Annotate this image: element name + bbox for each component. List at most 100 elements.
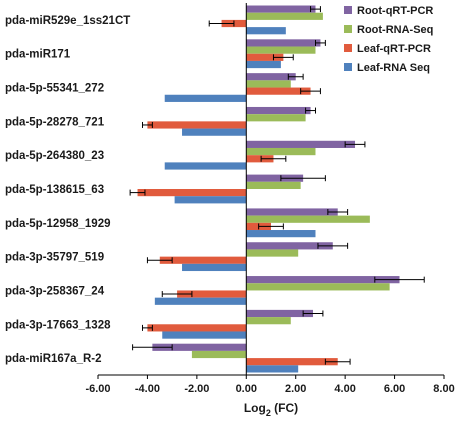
error-bar [141,324,153,331]
error-bar [317,242,349,249]
error-bar [129,189,146,196]
bar-root-qrt-pcr-10 [152,343,247,351]
bar-leaf-rna-seq-4 [164,162,247,170]
x-axis-title-suffix: (FC) [271,401,298,415]
bar-leaf-qrt-pcr-5 [137,189,247,197]
error-bar [146,257,173,264]
category-label: pda-miR529e_1ss21CT [5,15,130,27]
x-tick-label: -2.00 [184,383,209,395]
bar-leaf-rna-seq-3 [182,128,247,136]
bar-root-rna-seq-5 [246,181,301,189]
bar-leaf-qrt-pcr-10 [246,358,338,366]
x-axis-title: Log2 (FC) [244,401,298,418]
bar-leaf-rna-seq-10 [246,365,299,373]
bar-leaf-qrt-pcr-4 [246,155,274,163]
bar-leaf-qrt-pcr-7 [159,256,247,264]
bar-leaf-qrt-pcr-3 [147,121,247,129]
legend-background [338,2,456,82]
error-bar [344,141,366,148]
legend-entry-label: Leaf-RNA Seq [357,62,430,74]
bar-root-rna-seq-4 [246,147,316,156]
error-bar [305,107,316,114]
error-bars-layer [129,6,425,365]
category-label: pda-3p-17663_1328 [5,319,111,331]
error-bar [258,223,284,230]
error-bar [272,54,294,61]
error-bar [302,310,324,317]
x-tick-label: -6.00 [85,383,110,395]
bar-root-qrt-pcr-9 [246,309,314,318]
bar-root-rna-seq-3 [246,114,306,122]
bar-root-qrt-pcr-7 [246,242,333,250]
category-labels: pda-miR529e_1ss21CT pda-miR171 pda-5p-5534… [5,15,130,365]
error-bar [141,121,153,128]
bar-leaf-rna-seq-5 [174,196,247,204]
x-axis-title-main: Log [244,401,266,415]
legend-swatch [344,44,352,52]
bar-root-rna-seq-8 [246,283,390,291]
bar-leaf-rna-seq-8 [154,297,247,305]
bar-leaf-rna-seq-2 [164,94,247,102]
x-tick-labels: -6.00 -4.00 -2.00 0.00 2.00 4.00 6.00 8.00 [85,375,455,395]
category-label: pda-5p-12958_1929 [5,218,110,230]
error-bar [208,20,235,27]
bar-root-rna-seq-1 [246,46,316,54]
x-axis-title-subscript: 2 [266,408,271,418]
bar-root-qrt-pcr-2 [246,73,296,81]
bar-root-rna-seq-0 [246,12,323,20]
error-bar [260,155,287,162]
error-bar [132,344,173,351]
legend-swatch [344,63,352,71]
legend-entry-label: Root-RNA-Seq [357,24,433,36]
category-label: pda-miR171 [5,49,71,61]
bar-root-qrt-pcr-4 [246,140,356,148]
bar-leaf-rna-seq-1 [246,60,281,69]
bar-root-rna-seq-6 [246,215,370,223]
bar-root-qrt-pcr-8 [246,276,400,284]
bar-leaf-rna-seq-9 [162,331,247,339]
error-bar [310,6,321,13]
bar-leaf-qrt-pcr-1 [246,53,284,61]
error-bar [161,291,193,298]
bar-leaf-rna-seq-0 [246,27,286,35]
bar-leaf-rna-seq-7 [182,263,247,272]
error-bar [324,358,351,365]
bar-root-qrt-pcr-6 [246,208,338,216]
legend-entry-label: Root-qRT-PCR [357,5,433,17]
x-tick-label: 4.00 [334,383,355,395]
bar-root-qrt-pcr-5 [246,174,304,182]
bar-root-qrt-pcr-1 [246,39,321,47]
x-tick-label: 2.00 [285,383,306,395]
bar-leaf-qrt-pcr-9 [147,324,247,332]
bar-leaf-rna-seq-6 [246,230,316,238]
error-bar [327,209,349,216]
legend-entry-label: Leaf-qRT-PCR [357,43,431,55]
error-bar [374,276,425,283]
error-bar [287,73,304,80]
x-tick-label: 8.00 [433,383,454,395]
category-label: pda-5p-55341_272 [5,83,104,95]
bar-root-rna-seq-9 [246,317,291,325]
bar-root-qrt-pcr-0 [246,5,316,13]
category-label: pda-5p-138615_63 [5,184,104,196]
bar-leaf-qrt-pcr-2 [246,87,311,95]
category-label: pda-5p-28278_721 [5,116,105,128]
category-label: pda-3p-258367_24 [5,285,105,297]
error-bar [314,39,326,46]
x-tick-label: 0.00 [236,383,257,395]
legend-swatch [344,25,352,33]
bar-root-qrt-pcr-3 [246,106,311,115]
x-tick-label: -4.00 [135,383,160,395]
legend: Root-qRT-PCR Root-RNA-Seq Leaf-qRT-PCR Leaf… [338,2,456,82]
bars-layer [137,5,400,373]
bar-root-rna-seq-2 [246,80,291,88]
x-tick-label: 6.00 [384,383,405,395]
bar-root-rna-seq-10 [191,350,247,359]
bar-root-rna-seq-7 [246,249,299,257]
legend-swatch [344,6,352,14]
error-bar [280,175,326,182]
category-label: pda-5p-264380_23 [5,150,104,162]
error-bar [300,88,321,95]
